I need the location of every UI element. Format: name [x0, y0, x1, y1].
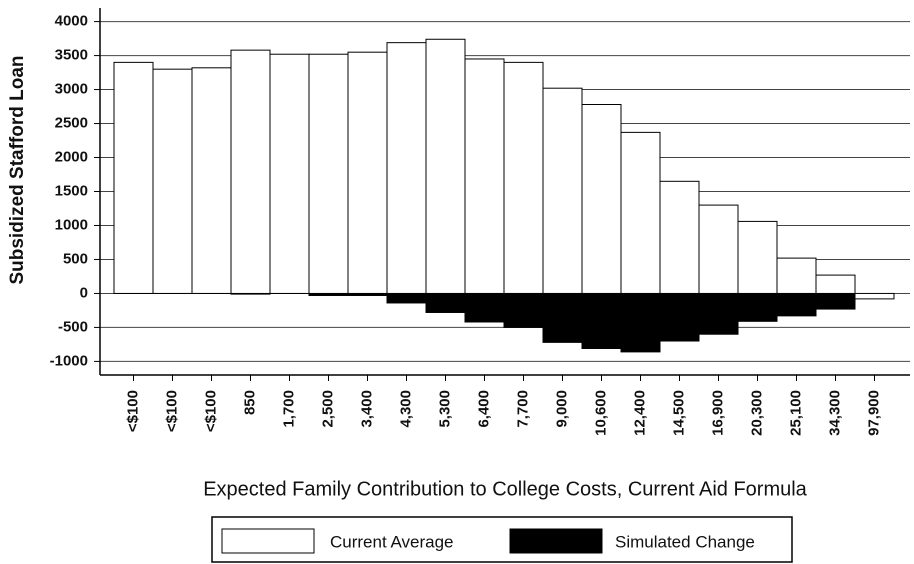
x-tick-label: 5,300 — [436, 390, 453, 428]
bar — [581, 292, 622, 349]
bar — [659, 180, 700, 294]
x-tick-label: 9,000 — [553, 390, 570, 428]
bar — [815, 292, 856, 310]
x-tick-label: <$100 — [163, 390, 180, 432]
y-tick-label: 2000 — [55, 148, 88, 165]
x-tick-label: 12,400 — [631, 390, 648, 436]
bar — [269, 53, 310, 294]
bar — [659, 292, 700, 342]
bar — [308, 53, 349, 294]
bar — [113, 61, 154, 294]
bar — [737, 220, 778, 294]
bar — [698, 204, 739, 294]
y-tick-label: 500 — [63, 250, 88, 267]
legend-label: Simulated Change — [615, 532, 755, 551]
x-tick-label: 4,300 — [397, 390, 414, 428]
y-tick-label: 4000 — [55, 13, 88, 30]
y-tick-label: -1000 — [50, 352, 88, 369]
x-tick-label: 2,500 — [319, 390, 336, 428]
bar — [854, 292, 895, 300]
x-tick-label: 25,100 — [787, 390, 804, 436]
bar — [503, 292, 544, 328]
bar — [386, 42, 427, 294]
bar — [542, 87, 583, 294]
x-tick-label: 97,900 — [865, 390, 882, 436]
x-tick-label: 10,600 — [592, 390, 609, 436]
legend-swatch — [509, 528, 603, 554]
bar — [776, 292, 817, 317]
x-tick-label: 7,700 — [514, 390, 531, 428]
y-tick-label: -500 — [58, 318, 88, 335]
x-tick-label: 14,500 — [670, 390, 687, 436]
bar — [425, 292, 466, 313]
x-axis-title: Expected Family Contribution to College … — [203, 478, 807, 500]
bar — [503, 61, 544, 294]
bar — [620, 292, 661, 353]
legend-label: Current Average — [330, 532, 453, 551]
y-tick-label: 3000 — [55, 81, 88, 98]
bar — [464, 58, 505, 294]
x-tick-label: 16,900 — [709, 390, 726, 436]
y-axis-title: Subsidized Stafford Loan — [7, 55, 28, 284]
bar — [815, 274, 856, 294]
y-tick-label: 0 — [80, 284, 88, 301]
y-tick-label: 1000 — [55, 216, 88, 233]
x-tick-label: <$100 — [202, 390, 219, 432]
x-tick-label: 6,400 — [475, 390, 492, 428]
bar — [347, 51, 388, 294]
y-tick-label: 1500 — [55, 182, 88, 199]
x-tick-label: <$100 — [124, 390, 141, 432]
bar — [542, 292, 583, 343]
legend-box — [211, 516, 793, 563]
y-tick-label: 2500 — [55, 115, 88, 132]
x-tick-label: 1,700 — [280, 390, 297, 428]
legend-swatch — [221, 528, 315, 554]
x-tick-label: 20,300 — [748, 390, 765, 436]
bar — [464, 292, 505, 323]
bar — [581, 104, 622, 294]
x-tick-label: 3,400 — [358, 390, 375, 428]
bar — [737, 292, 778, 322]
x-tick-label: 34,300 — [826, 390, 843, 436]
bar — [191, 67, 232, 294]
bar — [776, 257, 817, 294]
bar — [425, 38, 466, 294]
x-tick-label: 850 — [241, 390, 258, 415]
bar — [386, 292, 427, 304]
bar — [698, 292, 739, 335]
bar — [230, 49, 271, 294]
bar — [620, 131, 661, 294]
bar — [152, 68, 193, 294]
y-tick-label: 3500 — [55, 47, 88, 64]
